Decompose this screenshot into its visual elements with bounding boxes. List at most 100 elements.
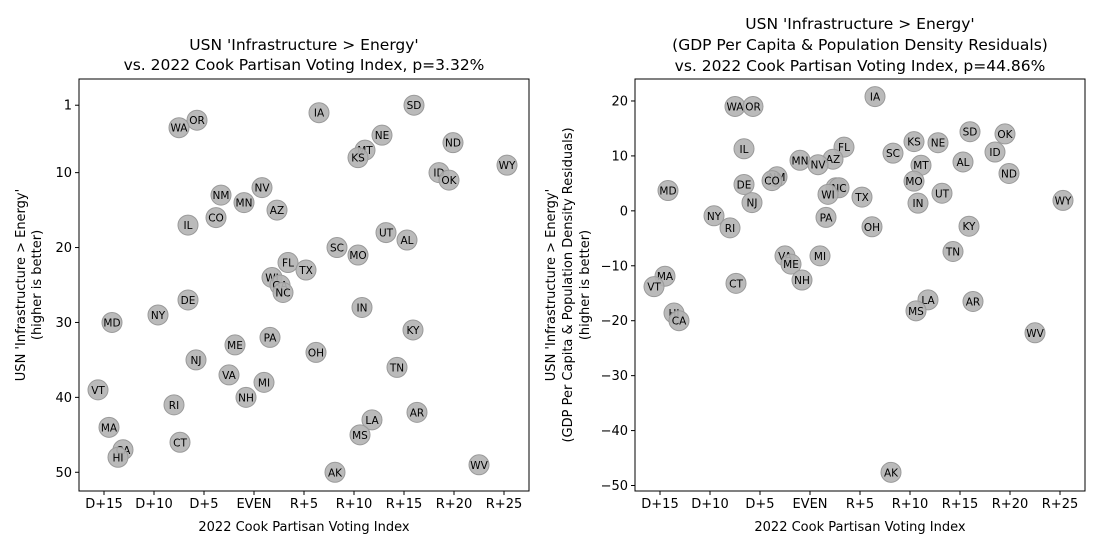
data-point-marker (903, 131, 925, 153)
data-point: OK (438, 169, 460, 191)
data-point: CO (205, 207, 227, 229)
data-point: MO (903, 170, 925, 192)
data-point-label: MN (792, 155, 809, 167)
data-point-label: VT (647, 282, 661, 294)
data-point-label: NY (151, 310, 166, 322)
data-point: NH (791, 269, 813, 291)
data-point-label: VA (222, 370, 237, 382)
x-tick-label: R+10 (336, 497, 372, 512)
data-point-marker (251, 177, 273, 199)
plot-frame (634, 78, 1086, 492)
data-point-label: RI (725, 223, 735, 235)
data-point-label: OH (864, 222, 880, 234)
data-point-marker (308, 102, 330, 124)
data-point-marker (927, 132, 949, 154)
data-point: VT (643, 276, 665, 298)
data-point: HI (107, 446, 129, 468)
data-point-label: ME (783, 259, 799, 271)
data-point-label: IN (913, 198, 924, 210)
data-point-label: AL (400, 235, 413, 247)
data-point-label: FL (838, 142, 850, 154)
y-axis-label-line: USN 'Infrastructure > Energy' (544, 189, 559, 381)
data-point-label: CT (173, 437, 187, 449)
data-point-marker (347, 244, 369, 266)
data-point: KS (347, 147, 369, 169)
data-point-marker (224, 334, 246, 356)
data-point-marker (235, 386, 257, 408)
data-point-label: ME (227, 340, 243, 352)
data-point-label: MN (236, 198, 253, 210)
data-point: MS (349, 424, 371, 446)
data-point-label: MO (905, 176, 922, 188)
data-point-label: KS (907, 137, 921, 149)
y-tick-label: −30 (601, 369, 628, 384)
chart-title-line: (GDP Per Capita & Population Density Res… (672, 36, 1048, 54)
data-point: VA (218, 364, 240, 386)
data-point-marker (791, 269, 813, 291)
data-point-marker (998, 162, 1020, 184)
data-point-marker (253, 371, 275, 393)
data-point-marker (205, 207, 227, 229)
chart-title-line: USN 'Infrastructure > Energy' (745, 15, 974, 33)
data-point: TN (942, 240, 964, 262)
data-point-label: WA (171, 123, 189, 135)
data-point: WY (496, 154, 518, 176)
data-point-marker (984, 141, 1006, 163)
data-point-label: SD (407, 100, 422, 112)
data-point-marker (882, 142, 904, 164)
data-point-marker (168, 117, 190, 139)
data-point-marker (959, 121, 981, 143)
data-point-label: MO (349, 250, 366, 262)
data-point-label: MD (103, 317, 120, 329)
data-point-label: NE (375, 130, 390, 142)
data-point-marker (210, 184, 232, 206)
x-tick-label: R+20 (992, 497, 1028, 512)
data-point-marker (905, 300, 927, 322)
data-point-marker (703, 205, 725, 227)
x-tick-label: R+10 (892, 497, 928, 512)
data-point-marker (1024, 322, 1046, 344)
y-tick-label: −50 (601, 479, 628, 494)
data-point-label: MS (352, 430, 368, 442)
data-point: AK (880, 461, 902, 483)
data-point-label: OH (308, 347, 324, 359)
data-point: PA (259, 326, 281, 348)
data-point: NJ (741, 192, 763, 214)
data-point-marker (177, 289, 199, 311)
data-point: MI (253, 371, 275, 393)
y-tick-label: 40 (55, 391, 72, 406)
data-point: VT (87, 379, 109, 401)
y-tick-label: −20 (601, 314, 628, 329)
data-point-marker (259, 326, 281, 348)
data-point-label: LA (365, 415, 379, 427)
data-point: MA (98, 416, 120, 438)
data-point-label: IN (357, 302, 368, 314)
data-point-label: MA (101, 422, 118, 434)
data-point-marker (361, 409, 383, 431)
data-point-label: TN (389, 362, 404, 374)
y-tick-label: 20 (611, 94, 628, 109)
data-point: OK (994, 123, 1016, 145)
data-point-marker (347, 147, 369, 169)
data-point-marker (406, 401, 428, 423)
data-point: RI (163, 394, 185, 416)
chart-title-line: USN 'Infrastructure > Energy' (189, 36, 418, 54)
y-tick-label: 30 (55, 316, 72, 331)
data-point-marker (371, 124, 393, 146)
y-tick-label: 1 (64, 99, 72, 114)
data-point: IN (351, 296, 373, 318)
data-point: AR (962, 290, 984, 312)
data-point-marker (277, 252, 299, 274)
data-point-marker (496, 154, 518, 176)
data-point-label: AR (966, 296, 980, 308)
data-point-label: TX (854, 192, 869, 204)
data-point-marker (741, 192, 763, 214)
data-point: MD (101, 311, 123, 333)
data-point: OR (186, 109, 208, 131)
x-tick-label: R+5 (846, 497, 874, 512)
data-point: SD (403, 94, 425, 116)
data-point: OH (305, 341, 327, 363)
data-point: MS (905, 300, 927, 322)
data-point-label: IL (740, 144, 749, 156)
data-point-marker (958, 215, 980, 237)
